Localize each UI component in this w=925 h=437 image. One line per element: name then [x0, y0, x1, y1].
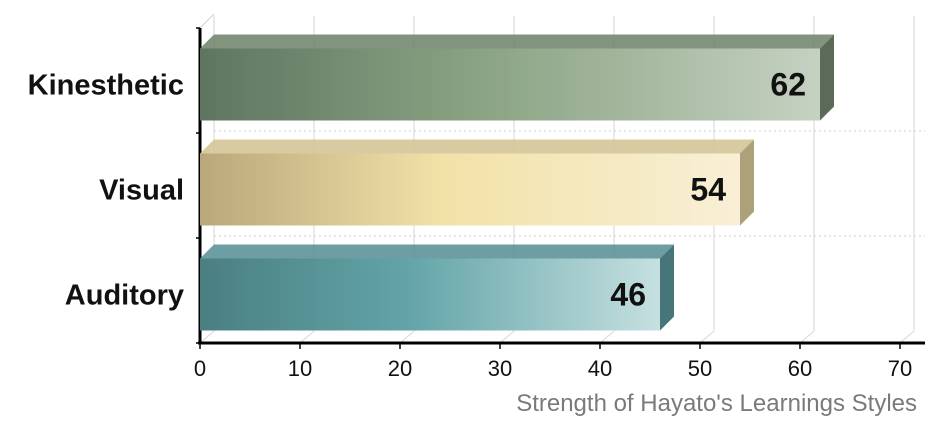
x-tick-label: 60 [788, 356, 812, 381]
bar-side-shade [820, 34, 834, 121]
bar-value-label: 46 [610, 277, 646, 313]
gridline-floor [499, 330, 515, 344]
bar-top-shade [200, 34, 834, 49]
bar-front-face [200, 48, 820, 121]
x-tick-label: 20 [388, 356, 412, 381]
gridline-floor [599, 330, 615, 344]
x-axis-title: Strength of Hayato's Learnings Styles [516, 390, 917, 417]
bar-auditory [200, 244, 674, 331]
bar-top-face [200, 34, 834, 49]
gridline-floor [199, 330, 215, 344]
bar-kinesthetic [200, 34, 834, 121]
bar-side-shade [740, 139, 754, 226]
gridline-floor [699, 330, 715, 344]
bar-top-shade [200, 244, 674, 259]
x-tick-label: 30 [488, 356, 512, 381]
bars [200, 34, 834, 331]
bar-side-face [660, 244, 674, 331]
bar-side-face [740, 139, 754, 226]
gridline-floor [899, 330, 915, 344]
bar-front-face [200, 153, 740, 226]
bar-top-face [200, 244, 674, 259]
category-label: Kinesthetic [28, 70, 184, 102]
gridline-floor [799, 330, 815, 344]
wall-edge [199, 13, 215, 29]
x-tick-label: 70 [888, 356, 912, 381]
x-tick-label: 0 [194, 356, 206, 381]
bar-visual [200, 139, 754, 226]
bar-value-label: 54 [690, 172, 726, 208]
x-tick-label: 40 [588, 356, 612, 381]
gridline-floor [399, 330, 415, 344]
bar-front-face [200, 258, 660, 331]
category-label: Auditory [65, 280, 184, 312]
labels: 0 10 20 30 40 50 60 70 62 Kinesthetic 54 Visual 46 Au… [28, 67, 913, 382]
bar-top-face [200, 139, 754, 154]
bar-top-shade [200, 139, 754, 154]
bar-value-label: 62 [770, 67, 806, 103]
bar-side-face [820, 34, 834, 121]
x-tick-label: 50 [688, 356, 712, 381]
category-label: Visual [99, 175, 184, 207]
gridline-floor [299, 330, 315, 344]
bar-side-shade [660, 244, 674, 331]
x-tick-label: 10 [288, 356, 312, 381]
